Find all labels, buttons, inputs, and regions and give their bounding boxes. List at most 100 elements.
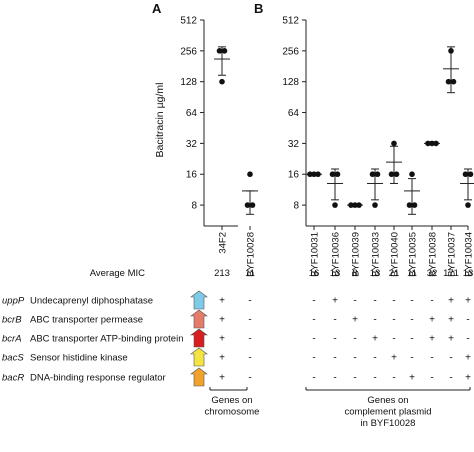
y-tick-label: 32 bbox=[288, 139, 300, 150]
gene-presence-mark: - bbox=[312, 315, 315, 326]
gene-presence-mark: + bbox=[219, 353, 225, 364]
gene-description: DNA-binding response regulator bbox=[30, 373, 166, 384]
data-point bbox=[311, 171, 317, 178]
gene-presence-mark: + bbox=[332, 296, 338, 307]
gene-presence-mark: + bbox=[465, 296, 471, 307]
group-caption-plasmid: Genes on bbox=[367, 395, 408, 406]
average-mic-value: 13 bbox=[463, 268, 474, 279]
gene-presence-mark: - bbox=[333, 334, 336, 345]
gene-name: bacR bbox=[2, 373, 24, 384]
gene-presence-mark: + bbox=[219, 373, 225, 384]
gene-row-bacs: bacS Sensor histidine kinase bbox=[2, 347, 208, 367]
gene-presence-mark: - bbox=[248, 334, 251, 345]
data-point bbox=[244, 202, 251, 208]
x-tick-label: BYF10028 bbox=[246, 232, 257, 277]
data-point bbox=[352, 202, 358, 208]
gene-presence-mark: - bbox=[312, 334, 315, 345]
gene-name: uppP bbox=[2, 296, 25, 307]
gene-presence-mark: - bbox=[248, 315, 251, 326]
average-mic-value: 32 bbox=[427, 268, 438, 279]
data-point bbox=[467, 171, 474, 178]
data-point bbox=[393, 171, 400, 178]
data-point bbox=[332, 202, 338, 208]
gene-presence-mark: - bbox=[430, 353, 433, 364]
gene-description: ABC transporter permease bbox=[30, 315, 143, 326]
gene-presence-mark: - bbox=[333, 353, 336, 364]
gene-presence-mark: + bbox=[391, 353, 397, 364]
average-mic-label: Average MIC bbox=[90, 268, 145, 279]
x-tick-label: BYF10039 bbox=[351, 232, 362, 277]
average-mic-value: 11 bbox=[245, 268, 255, 279]
data-point bbox=[329, 171, 336, 178]
data-point bbox=[334, 171, 341, 178]
gene-presence-mark: - bbox=[410, 315, 413, 326]
gene-arrow bbox=[190, 367, 208, 387]
data-point bbox=[465, 202, 471, 208]
y-tick-label: 16 bbox=[288, 170, 300, 181]
data-point bbox=[411, 202, 418, 208]
data-point bbox=[406, 202, 413, 208]
panel-a-label: A bbox=[152, 1, 162, 16]
gene-presence-mark: - bbox=[248, 296, 251, 307]
y-tick-label: 8 bbox=[293, 201, 299, 212]
average-mic-value: 13 bbox=[370, 268, 381, 279]
data-point bbox=[445, 78, 452, 85]
group-caption-chromosome: Genes on bbox=[211, 395, 252, 406]
gene-description: Sensor histidine kinase bbox=[30, 353, 128, 364]
gene-presence-mark: - bbox=[353, 373, 356, 384]
gene-presence-mark: - bbox=[430, 373, 433, 384]
y-tick-label: 512 bbox=[180, 16, 197, 27]
data-point bbox=[221, 48, 228, 54]
x-tick-label: BYF10034 bbox=[464, 232, 474, 277]
average-mic-value: 11 bbox=[407, 268, 417, 279]
gene-presence-mark: - bbox=[373, 353, 376, 364]
gene-presence-mark: + bbox=[372, 334, 378, 345]
gene-row-bacr: bacR DNA-binding response regulator bbox=[2, 367, 208, 387]
gene-row-bcrb: bcrB ABC transporter permease bbox=[2, 309, 208, 329]
y-tick-label: 256 bbox=[282, 46, 299, 57]
y-axis-label: Bacitracin µg/ml bbox=[154, 83, 166, 158]
data-point bbox=[307, 171, 313, 178]
data-point bbox=[219, 78, 225, 85]
data-point bbox=[216, 48, 223, 54]
panel-b-label: B bbox=[254, 1, 263, 16]
gene-presence-mark: - bbox=[410, 353, 413, 364]
y-tick-label: 8 bbox=[191, 201, 197, 212]
gene-name: bcrB bbox=[2, 315, 22, 326]
gene-presence-mark: - bbox=[373, 296, 376, 307]
gene-presence-mark: - bbox=[373, 315, 376, 326]
gene-presence-mark: + bbox=[448, 296, 454, 307]
data-point bbox=[315, 171, 321, 178]
y-tick-label: 64 bbox=[288, 108, 300, 119]
gene-name: bcrA bbox=[2, 334, 22, 345]
x-tick-label: BYF10035 bbox=[408, 232, 419, 277]
average-mic-value: 213 bbox=[214, 268, 230, 279]
data-point bbox=[247, 171, 253, 178]
gene-presence-mark: - bbox=[333, 315, 336, 326]
gene-presence-mark: - bbox=[466, 315, 469, 326]
data-point bbox=[425, 140, 431, 147]
gene-arrow bbox=[190, 309, 208, 329]
x-tick-label: BYF10031 bbox=[310, 232, 321, 277]
average-mic-value: 8 bbox=[352, 268, 357, 279]
gene-presence-mark: - bbox=[430, 296, 433, 307]
gene-description: ABC transporter ATP-binding protein bbox=[30, 334, 183, 345]
gene-presence-mark: - bbox=[392, 373, 395, 384]
gene-arrow bbox=[190, 290, 208, 310]
data-point bbox=[388, 171, 395, 178]
gene-presence-mark: + bbox=[448, 334, 454, 345]
data-point bbox=[249, 202, 256, 208]
gene-presence-mark: - bbox=[392, 334, 395, 345]
gene-presence-mark: - bbox=[248, 353, 251, 364]
gene-presence-mark: - bbox=[410, 296, 413, 307]
gene-presence-mark: - bbox=[466, 334, 469, 345]
gene-presence-mark: + bbox=[352, 315, 358, 326]
gene-presence-mark: + bbox=[465, 353, 471, 364]
data-point bbox=[356, 202, 362, 208]
gene-presence-mark: - bbox=[312, 296, 315, 307]
y-tick-label: 128 bbox=[180, 77, 197, 88]
gene-presence-mark: - bbox=[312, 373, 315, 384]
